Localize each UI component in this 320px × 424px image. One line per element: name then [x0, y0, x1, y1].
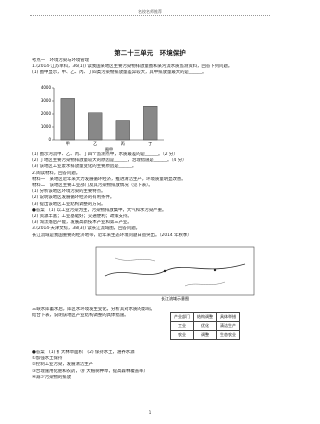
table-cell: 工业 [170, 321, 194, 331]
figure-caption: 图甲 [105, 146, 113, 152]
figure: 0 1000 2000 3000 4000 甲 乙 丙 丁图甲 [41, 85, 164, 152]
title: 第二十三单元 环境保护 [114, 49, 186, 57]
y-tick-label: 0 [48, 137, 51, 142]
text-line: ①加强水土保持 [32, 356, 63, 362]
text-line: ●答案 (1) 扩大林草面积 (2) 保持水土，涵养水源 [32, 350, 135, 355]
map-caption: 长江流域示意图 [161, 295, 189, 301]
text-line: ●答案 (1) 以工业污染为主，污染物排放集中，大气和水污染严重。 [32, 207, 167, 213]
y-tick-label: 4000 [41, 85, 52, 90]
x-tick-label: 乙 [93, 140, 97, 146]
y-tick-label: 1000 [41, 124, 52, 129]
table-cell: 农业 [170, 330, 194, 340]
y-tick-label: 3000 [41, 98, 52, 103]
x-tick-label: 丙 [121, 141, 125, 146]
page: 名校名师推荐 第二十三单元 环境保护 考点一 环境污染与环境管理 1.(2014·… [30, 9, 272, 415]
section: (1) 图示河流甲、乙、丙、丁四个监测点中，水质最差的是______。（2 分）… [32, 152, 272, 239]
text-line: 材料一 某地区近年来大力发展循环经济，推进清洁生产，环境质量明显改善。 [32, 176, 186, 182]
text-line: 三峡水库蓄水后，库区水环境发生变化，分析其对水质的影响。 [32, 307, 155, 312]
table-row: 产业部门 结构调整 具体举措 [170, 312, 240, 322]
table-cell: 结构调整 [193, 312, 217, 322]
bar [143, 106, 158, 141]
page-number: 1 [148, 410, 152, 415]
section: 三峡水库蓄水后，库区水环境发生变化，分析其对水质的影响。 结合下表，说明该地区产业… [32, 307, 162, 319]
text-line: (1) 分析该地区环境污染的主要特点。 [32, 189, 106, 195]
table-cell: 具体举措 [216, 312, 240, 322]
table-cell: 生态农业 [216, 330, 240, 340]
bar [88, 112, 103, 141]
text-line: (2) 资源丰富；工业基础好；交通便利；政策支持。 [32, 214, 132, 220]
text-line: 材料二 该地区主要工业部门及其污染物排放情况（见下表）。 [32, 183, 153, 189]
text-line: (3) 提出该地区工业结构调整的方向。 [32, 201, 106, 207]
header-rule [30, 15, 270, 16]
text-line: 2.阅读材料，回答问题。 [32, 170, 81, 176]
text-line: 长江流域是我国重要的经济地带，近年来生态环境问题日益突出。（2014 年秋季） [32, 232, 192, 238]
text-line: 3.(2014·天津文综，38(3)) 读长江流域图，回答问题。 [32, 226, 141, 232]
y-tick-label: 2000 [41, 111, 52, 116]
text-line: (2) 丁地区主要污染物排放量较大的原因是______，治理措施是______。… [32, 158, 187, 164]
bar [60, 98, 75, 141]
text-line: (3) 该地区工业废水排放量变化的主要原因是______。 [32, 164, 137, 170]
text-line: ③合理施用化肥和农药，（扩大植树种草，提高森林覆盖率） [32, 368, 148, 374]
text-line: (1) 图示河流甲、乙、丙、丁四个监测点中，水质最差的是______。（2 分） [32, 152, 178, 157]
text-line: (3) 淘汰落后产能，发展高新技术产业和第三产业。 [32, 220, 132, 226]
map: 长江流域示意图 [95, 246, 255, 301]
table-cell: 清洁生产 [216, 321, 240, 331]
section: 考点一 环境污染与环境管理 1.(2014·江苏单科，36(1)) 读我国某地区主… [32, 58, 272, 77]
text-line: ②控制工业污染，发展清洁生产 [32, 362, 94, 368]
text-line: (2) 说明该地区发展循环经济的有利条件。 [32, 195, 115, 201]
table-row: 农业 调整 生态农业 [170, 330, 240, 340]
answer: ●答案 (1) 扩大林草面积 (2) 保持水土，涵养水源 ①加强水土保持 ②控制工业… [32, 350, 272, 381]
text-line: (1) 图中显示，甲、乙、丙、丁四类污染物排放量差异较大，其中排放量最大的是__… [32, 70, 207, 76]
table-row: 工业 优化 清洁生产 [170, 321, 240, 331]
bar [115, 120, 130, 141]
x-tick-label: 甲 [66, 141, 70, 146]
header: 名校名师推荐 [138, 9, 162, 14]
table-cell: 优化 [193, 321, 217, 331]
text-line: 考点一 环境污染与环境管理 [32, 58, 90, 63]
table-cell: 调整 [193, 330, 217, 340]
text-line: 结合下表，说明该地区产业结构调整的具体措施。 [32, 313, 129, 319]
x-tick-label: 丁 [148, 141, 152, 146]
text-line: ④减少污染物的排放 [32, 374, 72, 380]
table: 产业部门 结构调整 具体举措 工业 优化 清洁生产 农业 调整 生态农业 [170, 312, 240, 340]
text-line: 1.(2014·江苏单科，36(1)) 读我国某地区主要污染物排放量图和某河流水… [32, 64, 233, 70]
table-cell: 产业部门 [170, 312, 194, 322]
